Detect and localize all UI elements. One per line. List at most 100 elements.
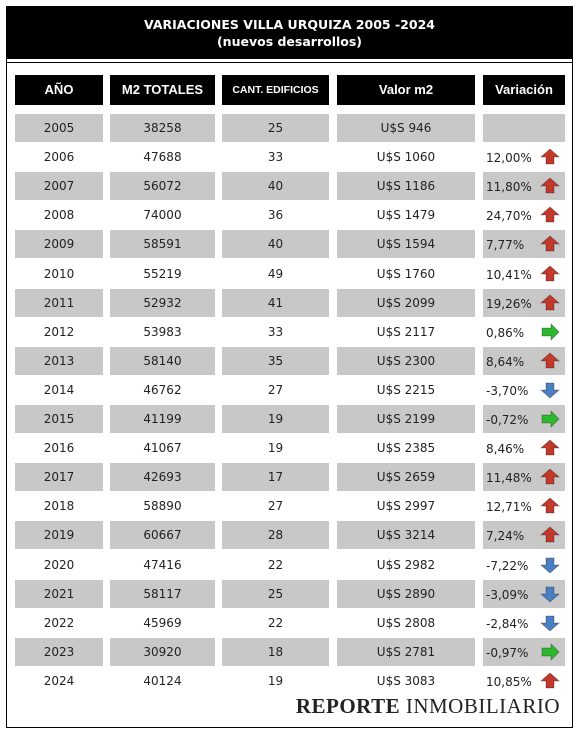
cell-valor-m2: U$S 1186 [337, 172, 475, 200]
cell-year: 2021 [15, 580, 103, 608]
header-year: AÑO [15, 75, 103, 105]
cell-year: 2020 [43, 558, 75, 572]
cell-m2-totales: 58591 [110, 230, 215, 258]
cell-cant-edificios: 40 [222, 172, 329, 200]
cell-m2-totales: 74000 [143, 208, 182, 222]
cell-valor-m2: U$S 2199 [337, 405, 475, 433]
cell-year: 2024 [43, 674, 75, 688]
variacion-value: 8,64% [486, 354, 525, 369]
cell-year: 2017 [15, 463, 103, 491]
cell-valor-m2: U$S 2300 [337, 347, 475, 375]
variacion-value: 12,71% [486, 499, 532, 514]
cell-year: 2009 [15, 230, 103, 258]
brand-bold: REPORTE [295, 694, 401, 718]
variacion-value: 0,86% [486, 325, 525, 340]
brand-regular: INMOBILIARIO [405, 694, 560, 718]
variacion-value: 8,46% [486, 441, 525, 456]
cell-year: 2022 [43, 616, 75, 630]
up-arrow-icon [539, 526, 561, 543]
cell-valor-m2: U$S 2781 [337, 638, 475, 666]
cell-m2-totales: 53983 [143, 325, 182, 339]
cell-valor-m2: U$S 1060 [376, 150, 436, 164]
variacion-value: 11,80% [486, 179, 532, 194]
cell-variacion: -3,70% [483, 376, 565, 404]
cell-valor-m2: U$S 2659 [337, 463, 475, 491]
cell-cant-edificios: 40 [222, 230, 329, 258]
cell-m2-totales: 58117 [110, 580, 215, 608]
cell-cant-edificios: 22 [267, 558, 284, 572]
header-m2-totales: M2 TOTALES [110, 75, 215, 105]
cell-year: 2010 [43, 267, 75, 281]
cell-valor-m2: U$S 1760 [376, 267, 436, 281]
cell-valor-m2: U$S 2215 [376, 383, 436, 397]
variacion-value: 19,26% [486, 296, 532, 311]
down-arrow-icon [539, 586, 561, 603]
cell-valor-m2: U$S 2982 [376, 558, 436, 572]
right-arrow-icon [541, 410, 560, 428]
cell-variacion: 11,48% [483, 463, 565, 491]
cell-m2-totales: 46762 [143, 383, 182, 397]
cell-cant-edificios: 19 [267, 441, 284, 455]
variacion-value: 24,70% [486, 208, 532, 223]
variacion-value: 11,48% [486, 470, 532, 485]
right-arrow-icon [541, 643, 560, 661]
variacion-value: -7,22% [486, 558, 529, 573]
cell-year: 2006 [43, 150, 75, 164]
cell-valor-m2: U$S 2099 [337, 289, 475, 317]
cell-cant-edificios: 33 [267, 150, 284, 164]
header-variacion: Variación [483, 75, 565, 105]
brand-logo: REPORTE INMOBILIARIO [296, 694, 560, 719]
cell-variacion: 12,71% [483, 492, 565, 520]
cell-year: 2018 [43, 499, 75, 513]
cell-cant-edificios: 19 [222, 405, 329, 433]
cell-variacion: 11,80% [483, 172, 565, 200]
cell-cant-edificios: 17 [222, 463, 329, 491]
cell-m2-totales: 30920 [110, 638, 215, 666]
variacion-value: 7,24% [486, 528, 525, 543]
title-line-1: VARIACIONES VILLA URQUIZA 2005 -2024 [144, 17, 435, 32]
up-arrow-icon [539, 265, 561, 282]
right-arrow-icon [541, 323, 560, 341]
cell-m2-totales: 40124 [143, 674, 182, 688]
cell-variacion: 7,77% [483, 230, 565, 258]
cell-m2-totales: 55219 [143, 267, 182, 281]
cell-cant-edificios: 18 [222, 638, 329, 666]
cell-year: 2013 [15, 347, 103, 375]
variacion-value: -2,84% [486, 616, 529, 631]
cell-cant-edificios: 35 [222, 347, 329, 375]
cell-year: 2005 [15, 114, 103, 142]
cell-valor-m2: U$S 1479 [376, 208, 436, 222]
cell-year: 2023 [15, 638, 103, 666]
cell-m2-totales: 41199 [110, 405, 215, 433]
cell-valor-m2: U$S 2117 [376, 325, 436, 339]
cell-cant-edificios: 36 [267, 208, 284, 222]
up-arrow-icon [539, 439, 561, 456]
cell-valor-m2: U$S 3214 [337, 521, 475, 549]
cell-valor-m2: U$S 2997 [376, 499, 436, 513]
cell-variacion: 10,85% [483, 667, 565, 695]
cell-m2-totales: 56072 [110, 172, 215, 200]
down-arrow-icon [539, 557, 561, 574]
cell-year: 2012 [43, 325, 75, 339]
down-arrow-icon [539, 615, 561, 632]
cell-valor-m2: U$S 2808 [376, 616, 436, 630]
cell-variacion: 12,00% [483, 143, 565, 171]
cell-variacion: -3,09% [483, 580, 565, 608]
up-arrow-icon [539, 148, 561, 165]
cell-variacion: 8,64% [483, 347, 565, 375]
variacion-value: 10,85% [486, 674, 532, 689]
up-arrow-icon [539, 672, 561, 689]
cell-variacion: 19,26% [483, 289, 565, 317]
cell-cant-edificios: 28 [222, 521, 329, 549]
cell-m2-totales: 47416 [143, 558, 182, 572]
cell-valor-m2: U$S 2890 [337, 580, 475, 608]
up-arrow-icon [539, 177, 561, 194]
up-arrow-icon [539, 235, 561, 252]
cell-variacion [483, 114, 565, 142]
report-frame: VARIACIONES VILLA URQUIZA 2005 -2024 (nu… [6, 6, 573, 728]
up-arrow-icon [539, 352, 561, 369]
cell-cant-edificios: 49 [267, 267, 284, 281]
cell-valor-m2: U$S 946 [337, 114, 475, 142]
cell-m2-totales: 52932 [110, 289, 215, 317]
cell-variacion: -0,97% [483, 638, 565, 666]
